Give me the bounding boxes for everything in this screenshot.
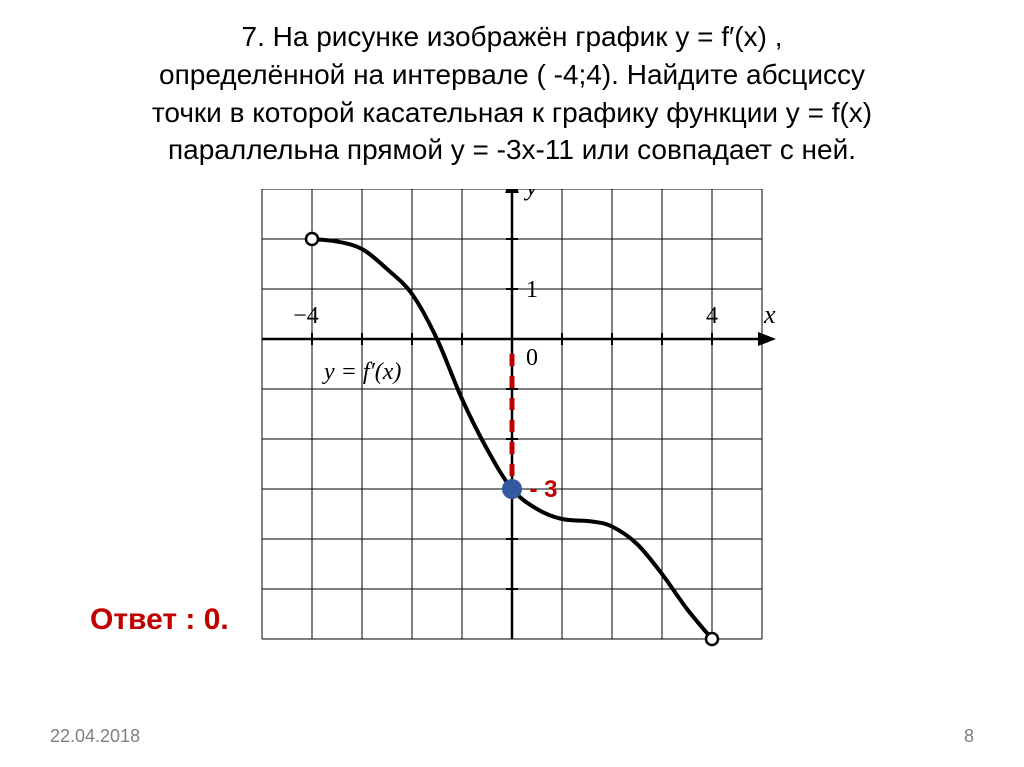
footer-page: 8 <box>964 726 974 747</box>
svg-text:4: 4 <box>706 303 718 329</box>
svg-text:y: y <box>523 189 538 201</box>
title-line1: 7. На рисунке изображён график y = f′(x)… <box>242 21 783 52</box>
chart-container: y x −4 0 1 4 y = f′(x) - 3 <box>232 189 792 669</box>
title-line2: определённой на интервале ( -4;4). Найди… <box>159 59 865 90</box>
svg-text:- 3: - 3 <box>530 476 558 503</box>
title-line4: параллельна прямой y = -3x-11 или совпад… <box>168 134 856 165</box>
derivative-chart: y x −4 0 1 4 y = f′(x) - 3 <box>232 189 792 669</box>
svg-text:x: x <box>763 300 776 329</box>
svg-text:y = f′(x): y = f′(x) <box>322 359 401 385</box>
answer-value: 0. <box>204 603 229 636</box>
answer-label: Ответ : <box>90 603 195 636</box>
svg-text:0: 0 <box>526 345 538 371</box>
answer-text: Ответ : 0. <box>90 603 229 637</box>
svg-text:1: 1 <box>526 277 538 303</box>
problem-title: 7. На рисунке изображён график y = f′(x)… <box>0 0 1024 179</box>
title-line3: точки в которой касательная к графику фу… <box>152 97 872 128</box>
footer-date: 22.04.2018 <box>50 726 140 747</box>
svg-text:−4: −4 <box>293 303 319 329</box>
